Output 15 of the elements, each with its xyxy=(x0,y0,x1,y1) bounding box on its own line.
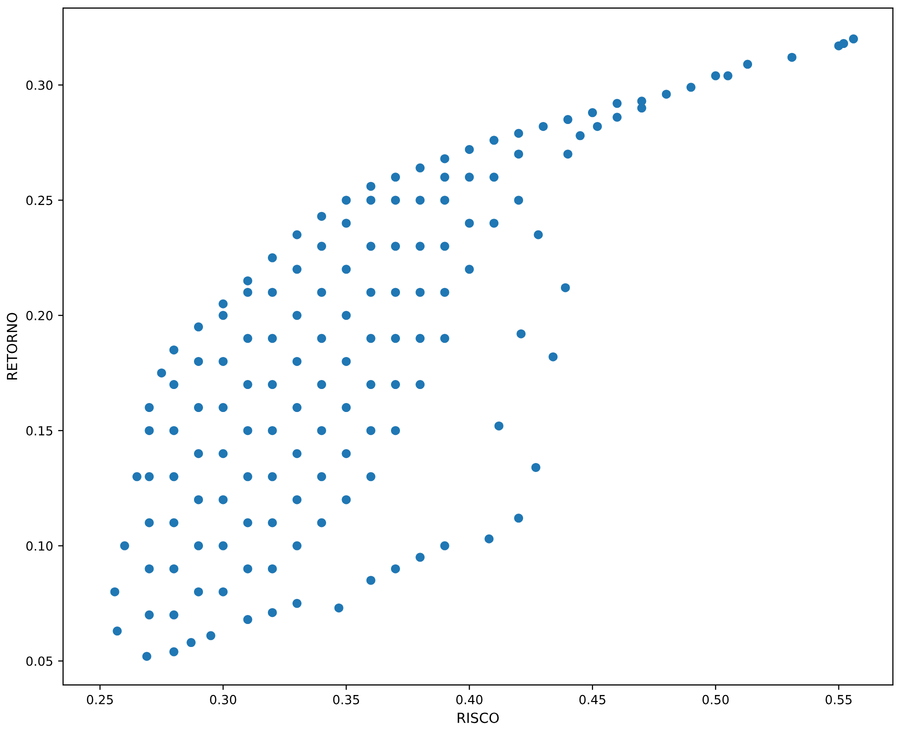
x-tick-label: 0.25 xyxy=(86,694,113,704)
x-tick-label: 0.50 xyxy=(702,694,729,704)
x-tick-label: 0.40 xyxy=(456,694,482,704)
x-tick-label: 0.30 xyxy=(210,694,236,704)
y-tick-label: 0.25 xyxy=(26,196,52,206)
x-tick-label: 0.55 xyxy=(826,694,852,704)
y-tick-label: 0.15 xyxy=(26,426,52,436)
y-tick-label: 0.05 xyxy=(26,656,52,666)
x-tick-label: 0.35 xyxy=(333,694,360,704)
y-tick-label: 0.20 xyxy=(26,310,53,320)
x-axis-title: RISCO xyxy=(458,712,499,724)
y-axis-title: RETORNO xyxy=(6,312,18,380)
x-tick-label: 0.45 xyxy=(579,694,606,704)
y-tick-label: 0.10 xyxy=(26,541,53,551)
y-tick-label: 0.30 xyxy=(26,80,53,90)
